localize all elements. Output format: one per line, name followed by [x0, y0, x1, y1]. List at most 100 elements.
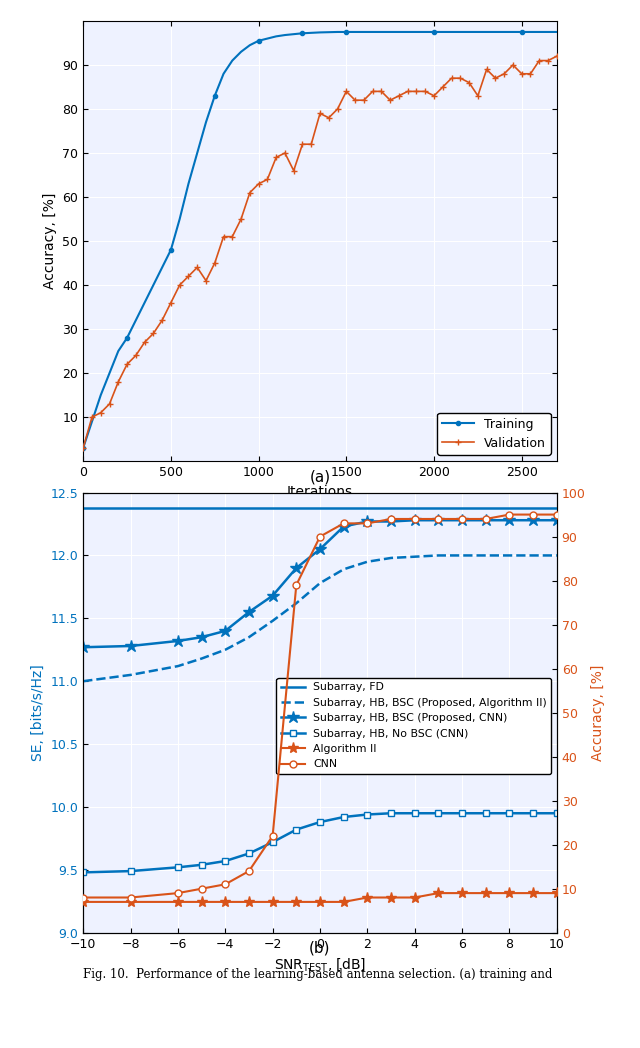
Subarray, HB, BSC (Proposed, CNN): [364, 516, 371, 528]
Subarray, HB, BSC (Proposed, CNN): [174, 635, 182, 648]
Training: [176, 213, 184, 225]
Subarray, HB, BSC (Proposed, CNN): [387, 516, 395, 528]
Training: [553, 26, 561, 39]
Subarray, HB, No BSC (CNN): [221, 855, 229, 868]
Training: [448, 26, 456, 39]
Training: [124, 331, 131, 344]
Validation: [79, 441, 87, 454]
Subarray, HB, No BSC (CNN): [340, 811, 348, 824]
Training: [333, 26, 341, 39]
CNN: [340, 517, 348, 529]
CNN: [127, 891, 134, 903]
Subarray, HB, BSC (Proposed, Algorithm II): [435, 549, 442, 562]
Line: Algorithm II: Algorithm II: [77, 888, 563, 908]
Subarray, HB, BSC (Proposed, Algorithm II): [387, 551, 395, 564]
Training: [79, 441, 87, 454]
CNN: [435, 512, 442, 525]
Training: [237, 45, 245, 58]
Algorithm II: [245, 896, 253, 909]
Algorithm II: [292, 896, 300, 909]
Subarray, HB, No BSC (CNN): [292, 824, 300, 836]
Subarray, HB, BSC (Proposed, Algorithm II): [364, 555, 371, 568]
CNN: [387, 512, 395, 525]
CNN: [174, 887, 182, 899]
Training: [413, 26, 420, 39]
CNN: [553, 508, 561, 521]
Subarray, HB, No BSC (CNN): [553, 807, 561, 820]
Subarray, FD: [79, 501, 87, 514]
Subarray, FD: [435, 501, 442, 514]
Algorithm II: [435, 887, 442, 899]
Subarray, HB, No BSC (CNN): [316, 815, 324, 828]
Subarray, HB, BSC (Proposed, Algorithm II): [340, 563, 348, 575]
Validation: [167, 297, 175, 309]
Subarray, HB, No BSC (CNN): [458, 807, 466, 820]
Algorithm II: [221, 896, 229, 909]
Subarray, HB, BSC (Proposed, CNN): [506, 514, 513, 526]
Subarray, HB, No BSC (CNN): [435, 807, 442, 820]
Subarray, HB, BSC (Proposed, Algorithm II): [529, 549, 537, 562]
Algorithm II: [269, 896, 276, 909]
Training: [360, 26, 368, 39]
Subarray, HB, BSC (Proposed, CNN): [316, 543, 324, 555]
Algorithm II: [316, 896, 324, 909]
Text: (a): (a): [309, 470, 331, 484]
Algorithm II: [387, 891, 395, 903]
Validation: [544, 54, 552, 67]
Y-axis label: Accuracy, [%]: Accuracy, [%]: [43, 193, 57, 289]
Subarray, HB, BSC (Proposed, CNN): [269, 589, 276, 602]
CNN: [482, 512, 490, 525]
Y-axis label: SE, [bits/s/Hz]: SE, [bits/s/Hz]: [31, 664, 45, 761]
Subarray, HB, BSC (Proposed, CNN): [411, 514, 419, 526]
Subarray, HB, No BSC (CNN): [79, 866, 87, 878]
Subarray, HB, BSC (Proposed, CNN): [340, 520, 348, 532]
Subarray, FD: [269, 501, 276, 514]
Subarray, HB, No BSC (CNN): [387, 807, 395, 820]
Algorithm II: [506, 887, 513, 899]
Training: [141, 297, 148, 309]
Training: [264, 32, 271, 45]
Subarray, FD: [482, 501, 490, 514]
Subarray, FD: [174, 501, 182, 514]
Algorithm II: [340, 896, 348, 909]
Subarray, HB, BSC (Proposed, Algorithm II): [269, 614, 276, 627]
CNN: [529, 508, 537, 521]
Subarray, HB, No BSC (CNN): [198, 858, 205, 871]
Line: Validation: Validation: [80, 52, 560, 452]
Subarray, FD: [506, 501, 513, 514]
Validation: [553, 50, 561, 63]
Algorithm II: [127, 896, 134, 909]
Subarray, HB, BSC (Proposed, Algorithm II): [221, 643, 229, 656]
Line: Training: Training: [81, 30, 559, 450]
CNN: [221, 878, 229, 891]
Subarray, FD: [221, 501, 229, 514]
Subarray, HB, BSC (Proposed, CNN): [79, 641, 87, 654]
Training: [536, 26, 543, 39]
Line: Subarray, HB, No BSC (CNN): Subarray, HB, No BSC (CNN): [80, 810, 560, 876]
Training: [299, 27, 307, 40]
Subarray, FD: [340, 501, 348, 514]
Algorithm II: [198, 896, 205, 909]
Training: [193, 147, 201, 159]
Subarray, HB, BSC (Proposed, CNN): [245, 606, 253, 618]
Training: [167, 243, 175, 256]
Line: Subarray, HB, BSC (Proposed, Algorithm II): Subarray, HB, BSC (Proposed, Algorithm I…: [83, 555, 557, 681]
Subarray, FD: [411, 501, 419, 514]
Training: [132, 314, 140, 327]
Training: [88, 415, 96, 428]
Training: [395, 26, 403, 39]
Subarray, HB, BSC (Proposed, CNN): [435, 514, 442, 526]
Training: [150, 279, 157, 291]
Subarray, HB, BSC (Proposed, CNN): [221, 625, 229, 637]
Text: Fig. 10.  Performance of the learning-based antenna selection. (a) training and: Fig. 10. Performance of the learning-bas…: [83, 968, 552, 981]
Subarray, HB, BSC (Proposed, Algorithm II): [316, 576, 324, 589]
Subarray, HB, BSC (Proposed, CNN): [127, 639, 134, 652]
Training: [272, 30, 280, 43]
Algorithm II: [79, 896, 87, 909]
Training: [115, 345, 122, 357]
Training: [483, 26, 490, 39]
Subarray, FD: [198, 501, 205, 514]
Algorithm II: [174, 896, 182, 909]
Training: [281, 28, 289, 41]
Algorithm II: [458, 887, 466, 899]
